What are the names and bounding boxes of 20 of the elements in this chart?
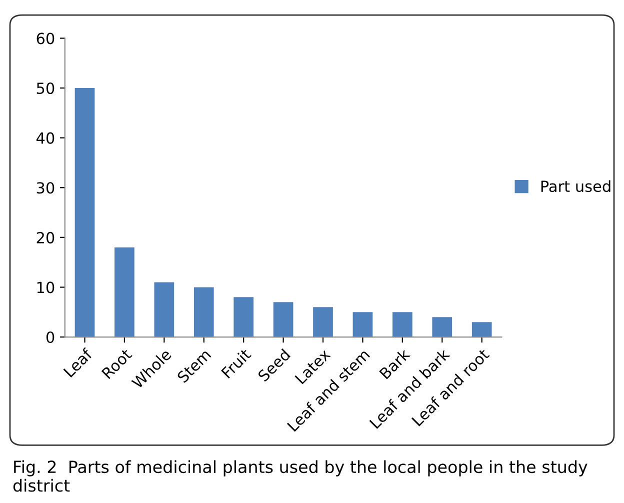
y-tick-label: 30	[36, 182, 54, 194]
legend-label: Part used	[541, 180, 610, 192]
bar	[194, 287, 214, 338]
bar	[432, 317, 452, 338]
y-tick-label: 10	[37, 282, 54, 294]
y-tick-label: 0	[46, 331, 54, 344]
bar	[74, 88, 95, 338]
bar	[352, 312, 373, 338]
bar	[114, 247, 134, 338]
y-tick-label: 50	[36, 82, 54, 94]
caption: Fig. 2 Parts of medicinal plants used by the local people in the study district	[13, 460, 588, 492]
bar	[472, 322, 492, 338]
bar	[273, 302, 294, 338]
bar	[392, 312, 412, 338]
bar	[234, 297, 254, 338]
y-tick-label: 60	[36, 32, 54, 44]
bar	[313, 307, 333, 338]
bar	[154, 282, 174, 338]
y-tick-label: 40	[36, 132, 54, 144]
y-tick-label: 20	[36, 232, 54, 244]
